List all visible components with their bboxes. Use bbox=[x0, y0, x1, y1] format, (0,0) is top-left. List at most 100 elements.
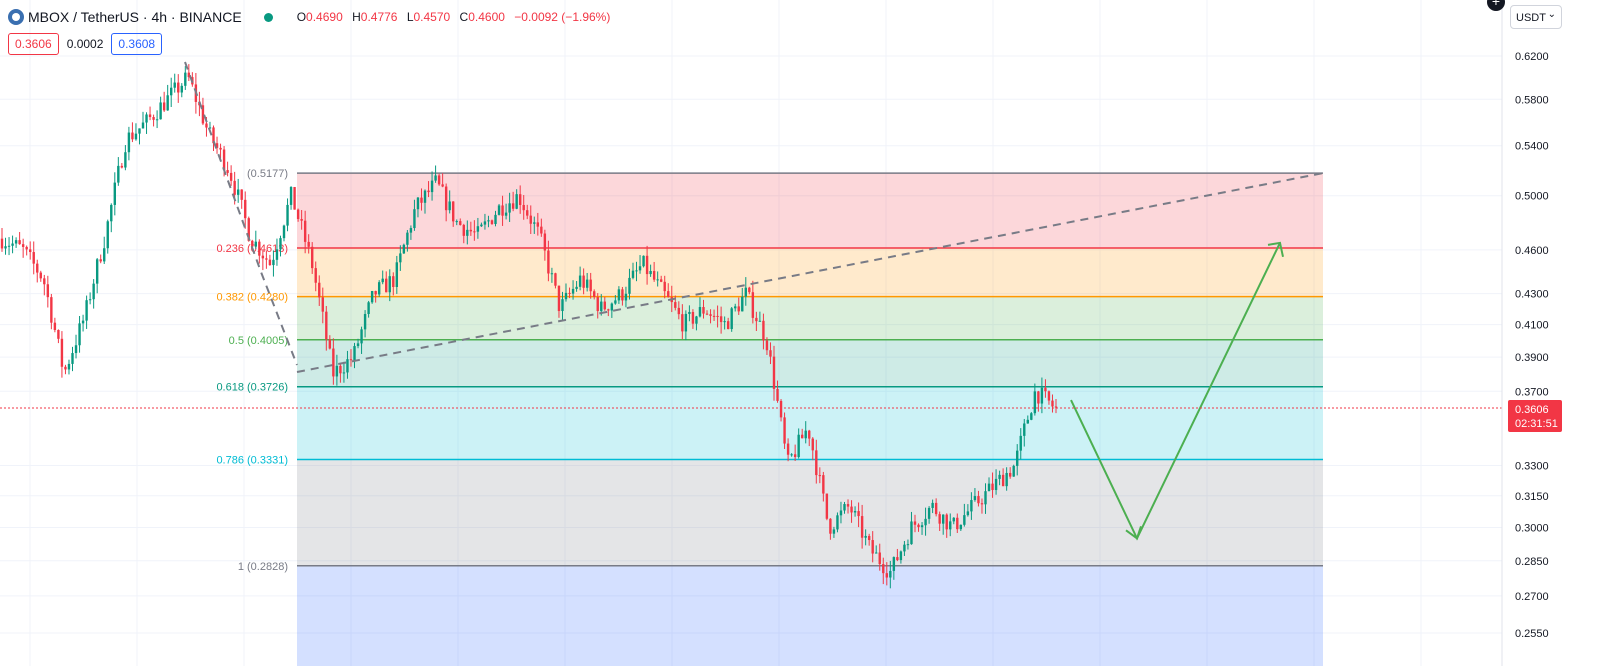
currency-select[interactable]: USDT bbox=[1510, 3, 1562, 29]
bar-countdown: 02:31:51 bbox=[1515, 418, 1558, 430]
price-axis-tick: 0.5000 bbox=[1515, 191, 1549, 203]
candle-body bbox=[624, 293, 628, 301]
candle-body bbox=[681, 314, 684, 332]
candle-body bbox=[698, 307, 702, 317]
candle-body bbox=[166, 95, 169, 111]
price-axis-tick: 0.4600 bbox=[1515, 245, 1549, 257]
candle-body bbox=[920, 525, 924, 528]
candle-body bbox=[349, 359, 353, 361]
candle-body bbox=[148, 114, 152, 118]
candle-body bbox=[462, 224, 465, 236]
candle-body bbox=[906, 544, 910, 546]
candle-body bbox=[233, 180, 236, 195]
candle-body bbox=[776, 388, 779, 401]
candle-body bbox=[180, 85, 183, 93]
candle-body bbox=[184, 72, 187, 86]
candle-body bbox=[885, 573, 888, 578]
candle-body bbox=[779, 400, 783, 418]
candle-body bbox=[818, 475, 822, 477]
candle-body bbox=[4, 246, 7, 249]
price-axis-tick: 0.3300 bbox=[1515, 461, 1549, 473]
candle-body bbox=[635, 270, 638, 272]
candle-body bbox=[561, 299, 564, 312]
candle-body bbox=[374, 290, 377, 295]
candle-body bbox=[212, 127, 215, 144]
symbol-title[interactable]: MBOX / TetherUS · 4h · BINANCE bbox=[28, 9, 242, 25]
fib-level-label: (0.5177) bbox=[247, 168, 288, 180]
candle-body bbox=[25, 246, 28, 250]
candle-body bbox=[800, 434, 804, 439]
candle-body bbox=[864, 535, 867, 538]
fib-zone bbox=[297, 339, 1323, 387]
candle-body bbox=[949, 521, 952, 530]
candle-body bbox=[737, 306, 740, 312]
candle-body bbox=[836, 515, 839, 530]
candle-body bbox=[138, 128, 141, 134]
candle-body bbox=[875, 552, 878, 554]
candle-body bbox=[645, 255, 649, 275]
current-price-tag bbox=[1508, 399, 1562, 432]
candle-body bbox=[952, 517, 955, 522]
fib-zone bbox=[297, 173, 1323, 249]
candle-body bbox=[325, 311, 328, 340]
candle-body bbox=[321, 297, 324, 312]
candle-body bbox=[790, 454, 793, 456]
candle-body bbox=[984, 491, 987, 505]
fib-level-label: 0.5 (0.4005) bbox=[229, 335, 288, 347]
candle-body bbox=[878, 552, 881, 565]
candle-body bbox=[265, 258, 268, 260]
candle-body bbox=[272, 259, 275, 266]
candle-body bbox=[684, 313, 688, 332]
candle-body bbox=[832, 529, 836, 534]
candle-body bbox=[381, 278, 384, 283]
candle-body bbox=[293, 187, 296, 210]
candle-body bbox=[762, 320, 765, 341]
candle-body bbox=[515, 194, 518, 209]
candle-body bbox=[187, 72, 191, 78]
candle-body bbox=[839, 510, 843, 516]
candle-body bbox=[529, 215, 532, 224]
candle-body bbox=[786, 443, 790, 455]
candle-body bbox=[977, 496, 980, 504]
candle-body bbox=[1037, 391, 1040, 404]
candle-body bbox=[1012, 465, 1015, 477]
candle-body bbox=[81, 320, 85, 324]
candle-body bbox=[973, 496, 977, 501]
candle-body bbox=[526, 210, 529, 216]
candle-body bbox=[78, 323, 81, 346]
candle-body bbox=[631, 270, 635, 278]
price-axis-tick: 0.4300 bbox=[1515, 289, 1549, 301]
candle-body bbox=[889, 570, 892, 578]
candle-body bbox=[1040, 387, 1044, 404]
candle-body bbox=[822, 475, 825, 494]
candle-body bbox=[497, 205, 501, 215]
candle-body bbox=[490, 220, 494, 224]
candle-body bbox=[846, 504, 850, 507]
buy-button[interactable]: 0.3608 bbox=[111, 33, 163, 55]
price-axis-tick: 0.2850 bbox=[1515, 556, 1549, 568]
candle-body bbox=[92, 283, 95, 300]
candle-body bbox=[772, 356, 776, 389]
candle-body bbox=[473, 231, 476, 233]
change-value: −0.0092 (−1.96%) bbox=[514, 10, 611, 24]
candle-body bbox=[201, 105, 205, 124]
candle-body bbox=[589, 279, 592, 292]
candle-body bbox=[1051, 400, 1054, 407]
candle-body bbox=[547, 250, 550, 274]
add-icon[interactable]: + bbox=[1487, 0, 1505, 11]
sell-button[interactable]: 0.3606 bbox=[8, 33, 59, 55]
candle-body bbox=[177, 82, 180, 93]
candle-body bbox=[370, 290, 374, 303]
candle-body bbox=[342, 372, 346, 374]
candle-body bbox=[53, 322, 57, 330]
price-axis-tick: 0.3150 bbox=[1515, 491, 1549, 503]
candle-body bbox=[910, 521, 913, 545]
candle-body bbox=[60, 338, 64, 367]
candle-body bbox=[46, 284, 50, 298]
candle-body bbox=[607, 309, 610, 311]
candle-body bbox=[656, 279, 659, 281]
price-axis-tick: 0.2550 bbox=[1515, 628, 1549, 640]
candle-body bbox=[705, 313, 709, 315]
candle-body bbox=[568, 292, 571, 294]
